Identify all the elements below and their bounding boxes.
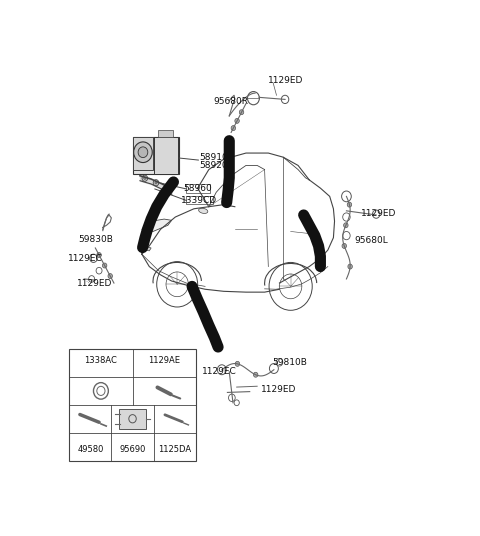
Circle shape bbox=[240, 110, 244, 115]
Text: 95680R: 95680R bbox=[214, 97, 249, 106]
Circle shape bbox=[153, 180, 159, 186]
Bar bbox=[158, 130, 173, 137]
Circle shape bbox=[102, 263, 107, 268]
Text: 58910: 58910 bbox=[200, 153, 228, 162]
Circle shape bbox=[155, 182, 157, 184]
Text: 1129EC: 1129EC bbox=[68, 254, 103, 263]
Circle shape bbox=[97, 252, 101, 257]
Bar bbox=[132, 137, 153, 169]
Text: 58960: 58960 bbox=[184, 184, 212, 193]
FancyBboxPatch shape bbox=[186, 184, 210, 193]
Circle shape bbox=[348, 264, 352, 269]
Bar bbox=[154, 137, 178, 174]
Circle shape bbox=[142, 175, 148, 181]
Text: 95690: 95690 bbox=[120, 445, 146, 454]
Text: 1129ED: 1129ED bbox=[267, 76, 303, 85]
Circle shape bbox=[344, 223, 348, 228]
Text: 49580: 49580 bbox=[77, 445, 104, 454]
Bar bbox=[69, 349, 196, 460]
Circle shape bbox=[235, 361, 240, 366]
FancyBboxPatch shape bbox=[119, 409, 146, 429]
Circle shape bbox=[235, 118, 240, 123]
Circle shape bbox=[166, 187, 168, 189]
Text: 1129ED: 1129ED bbox=[261, 385, 296, 393]
Text: 1129ED: 1129ED bbox=[361, 209, 396, 218]
Text: 1339CD: 1339CD bbox=[181, 196, 217, 205]
Circle shape bbox=[133, 142, 152, 162]
Ellipse shape bbox=[199, 209, 208, 213]
Circle shape bbox=[144, 177, 146, 180]
Text: 1129ED: 1129ED bbox=[77, 279, 112, 288]
Text: 1338AC: 1338AC bbox=[84, 356, 117, 364]
Text: 1129EC: 1129EC bbox=[202, 367, 237, 376]
Text: 58920: 58920 bbox=[200, 161, 228, 170]
Bar bbox=[132, 137, 179, 174]
Text: 95680L: 95680L bbox=[354, 236, 388, 245]
Circle shape bbox=[231, 125, 236, 131]
Text: 1129AE: 1129AE bbox=[148, 356, 180, 364]
Polygon shape bbox=[142, 219, 172, 232]
Circle shape bbox=[138, 147, 148, 158]
Circle shape bbox=[342, 243, 347, 248]
Text: 59810B: 59810B bbox=[272, 358, 307, 367]
Circle shape bbox=[347, 202, 352, 207]
Circle shape bbox=[253, 373, 258, 377]
Circle shape bbox=[164, 185, 170, 191]
Text: 1125DA: 1125DA bbox=[158, 445, 191, 454]
Polygon shape bbox=[142, 244, 151, 251]
Text: 59830B: 59830B bbox=[79, 235, 113, 244]
FancyBboxPatch shape bbox=[186, 196, 213, 204]
Circle shape bbox=[108, 273, 112, 279]
